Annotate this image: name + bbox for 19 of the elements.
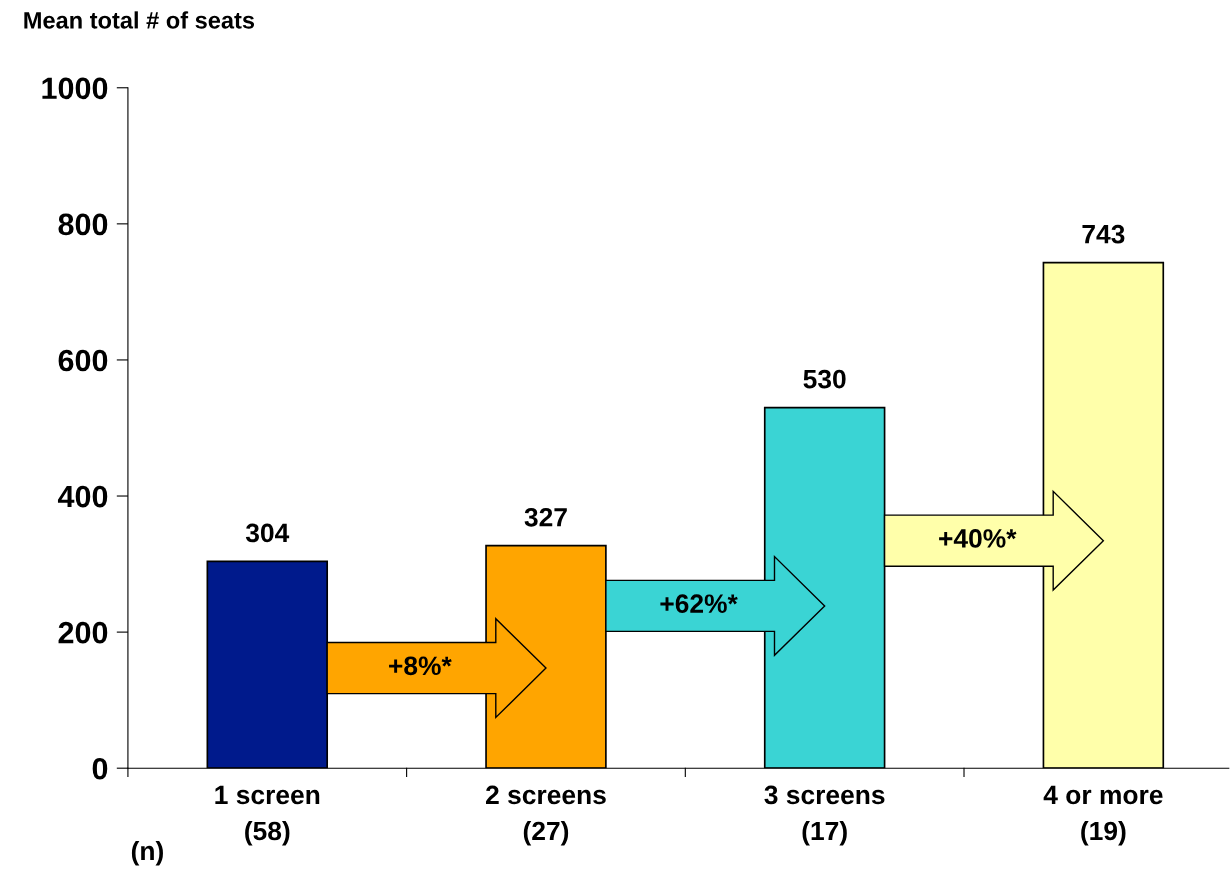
y-tick-label: 600: [58, 349, 108, 372]
x-tick-label: 3 screens (17): [764, 785, 885, 846]
y-tick-label: 1000: [42, 77, 108, 100]
y-tick-label: 200: [58, 621, 108, 644]
y-tick-label: 400: [57, 485, 108, 508]
annotation: +8%*: [389, 656, 452, 676]
y-axis-title: Mean total # of seats: [24, 11, 255, 29]
text: (n): [131, 840, 163, 866]
y-tick-label: 0: [92, 757, 108, 780]
y-tick-label: 800: [58, 213, 108, 236]
annotation: +62%*: [660, 594, 738, 613]
x-tick-label: 2 screens (27): [486, 785, 606, 846]
data-label: 530: [803, 369, 846, 389]
x-tick-label: 4 or more (19): [1043, 785, 1163, 846]
data-label: 743: [1082, 224, 1125, 244]
annotation: +40%*: [939, 529, 1017, 548]
data-label: 304: [245, 523, 290, 543]
x-tick-label: 1 screen (58): [215, 785, 320, 846]
data-label: 327: [524, 507, 567, 527]
